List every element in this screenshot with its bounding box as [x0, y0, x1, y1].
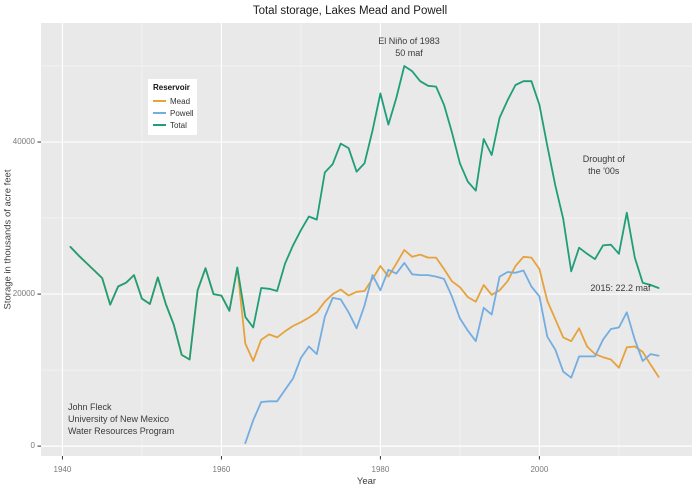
legend: Reservoir Mead Powell Total [148, 79, 197, 135]
legend-key-line-icon [153, 100, 166, 102]
y-axis-title: Storage in thousands of acre feet [2, 169, 14, 310]
legend-entry-mead: Mead [153, 95, 197, 107]
chart-title: Total storage, Lakes Mead and Powell [252, 5, 448, 17]
legend-key-line-icon [153, 112, 166, 114]
total-line [69, 65, 660, 361]
legend-title: Reservoir [153, 83, 190, 92]
legend-entry-total: Total [153, 119, 197, 131]
x-axis-title: Year [356, 476, 377, 487]
legend-items: Mead Powell Total [153, 95, 197, 131]
panel-background [41, 23, 692, 456]
legend-entry-label: Powell [170, 108, 194, 118]
legend-entry-label: Mead [170, 96, 191, 106]
legend-key-line-icon [153, 124, 166, 126]
powell-line [244, 261, 660, 445]
legend-entry-label: Total [170, 120, 187, 130]
legend-entry-powell: Powell [153, 107, 197, 119]
